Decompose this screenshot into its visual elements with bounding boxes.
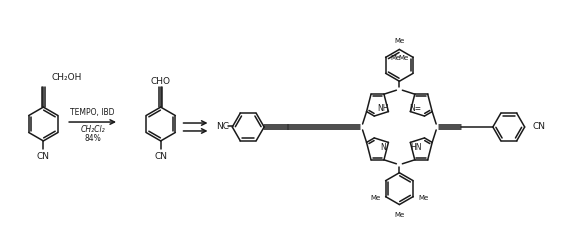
Text: 84%: 84% <box>84 134 101 143</box>
Text: CH₂OH: CH₂OH <box>52 73 82 82</box>
Text: Me: Me <box>370 194 380 200</box>
Text: Me: Me <box>398 55 408 61</box>
Text: CN: CN <box>37 152 50 161</box>
Text: Me: Me <box>394 211 405 217</box>
Text: N=: N= <box>410 103 422 112</box>
Text: HN: HN <box>410 143 422 152</box>
Text: Me: Me <box>391 55 401 61</box>
Text: N: N <box>380 143 386 152</box>
Text: Me: Me <box>418 194 429 200</box>
Text: CH₂Cl₂: CH₂Cl₂ <box>80 125 105 134</box>
Text: Me: Me <box>394 38 405 44</box>
Text: NC: NC <box>216 122 229 131</box>
Text: TEMPO, IBD: TEMPO, IBD <box>70 107 115 116</box>
Text: NH: NH <box>377 103 388 112</box>
Text: CN: CN <box>154 152 167 161</box>
Text: CHO: CHO <box>151 76 171 85</box>
Text: CN: CN <box>533 122 545 131</box>
